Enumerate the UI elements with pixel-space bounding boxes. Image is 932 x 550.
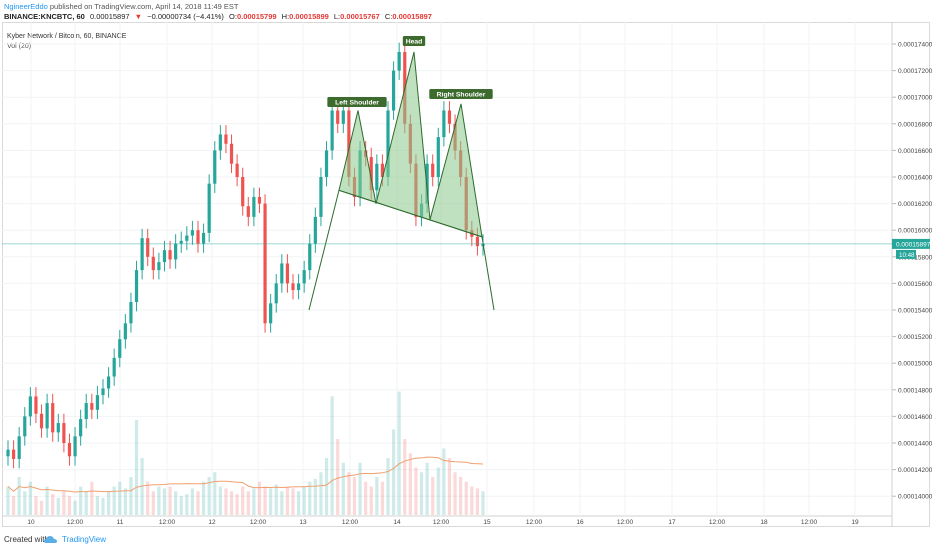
tradingview-logo-icon	[44, 536, 57, 543]
open-label: O:	[229, 12, 237, 21]
high-value: 0.00015899	[289, 12, 329, 21]
down-arrow-icon: ▼	[134, 12, 143, 21]
quote-line: BINANCE:KNCBTC, 60 0.00015897 ▼ −0.00000…	[4, 12, 432, 21]
open-value: 0.00015799	[236, 12, 277, 21]
symbol-label: BINANCE:KNCBTC, 60	[4, 12, 85, 21]
tradingview-brand-link[interactable]: TradingView	[62, 535, 107, 544]
symbol-legend: Kyber Network / Bitcoin, 60, BINANCE	[7, 33, 127, 40]
publication-line: NgineerEddo published on TradingView.com…	[4, 2, 238, 11]
high-label: H:	[281, 12, 290, 21]
price-change: −0.00000734 (−4.41%)	[147, 12, 224, 21]
last-price: 0.00015897	[89, 12, 130, 21]
close-value: 0.00015897	[392, 12, 432, 21]
chart-panel[interactable]	[2, 22, 930, 527]
author-link[interactable]: NgineerEddo	[4, 2, 48, 11]
close-label: C:	[384, 12, 393, 21]
created-with-text: Created with	[4, 535, 49, 544]
low-label: L:	[333, 12, 341, 21]
low-value: 0.00015767	[340, 12, 380, 21]
footer: Created with TradingView	[0, 530, 932, 550]
volume-legend: Vol (20)	[7, 43, 32, 50]
chart-header: NgineerEddo published on TradingView.com…	[0, 0, 932, 22]
published-text: published on TradingView.com, April 14, …	[49, 2, 239, 11]
